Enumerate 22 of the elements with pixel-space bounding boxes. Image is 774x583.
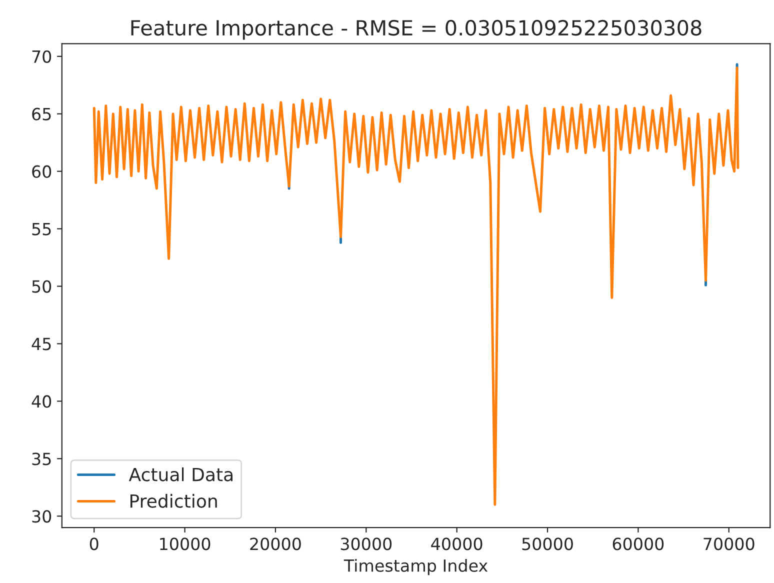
x-tick-label: 70000 bbox=[704, 538, 754, 550]
y-tick-label: 40 bbox=[32, 395, 52, 408]
y-tick-label: 45 bbox=[32, 338, 51, 350]
y-tick-label: 35 bbox=[32, 452, 51, 466]
chart-title: Feature Importance - RMSE = 0.030510925225030308 bbox=[131, 20, 702, 40]
x-tick-label: 0 bbox=[90, 538, 98, 550]
y-tick-label: 30 bbox=[32, 510, 52, 523]
y-tick-label: 50 bbox=[32, 280, 52, 293]
x-tick-label: 60000 bbox=[612, 538, 664, 550]
legend-label: Prediction bbox=[130, 494, 217, 508]
x-tick-label: 50000 bbox=[522, 538, 573, 550]
x-tick-label: 10000 bbox=[160, 538, 210, 550]
line-series bbox=[92, 66, 740, 506]
x-tick-label: 20000 bbox=[250, 538, 301, 550]
y-tick-label: 60 bbox=[32, 165, 52, 178]
x-tick-label: 30000 bbox=[340, 538, 392, 550]
x-axis-title: Timestamp Index bbox=[344, 559, 488, 576]
y-tick-label: 55 bbox=[32, 222, 51, 236]
legend-label: Actual Data bbox=[128, 467, 233, 482]
y-tick-label: 70 bbox=[32, 50, 52, 63]
x-tick-label: 40000 bbox=[431, 538, 482, 550]
y-tick-label: 65 bbox=[32, 108, 51, 120]
